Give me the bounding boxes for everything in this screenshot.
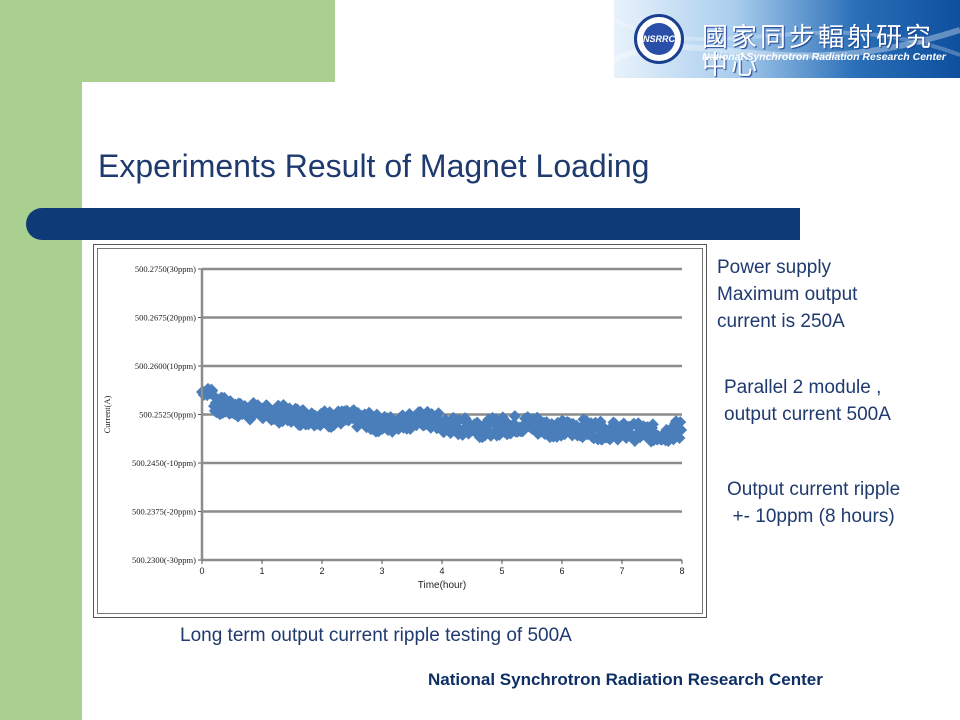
logo-english-name: National Synchrotron Radiation Research … <box>702 51 946 63</box>
data-point <box>247 397 260 410</box>
data-point <box>207 389 220 402</box>
data-point <box>675 424 688 437</box>
data-point <box>508 410 521 423</box>
data-point <box>328 419 340 432</box>
data-point <box>283 402 296 415</box>
note-line-current-250a: current is 250A <box>717 311 845 332</box>
nsrrc-seal-icon: NSRRC <box>634 14 684 64</box>
note-line-parallel: Parallel 2 module , <box>724 377 882 398</box>
x-axis-title: Time(hour) <box>418 580 467 591</box>
ripple-note: Output current ripple +- 10ppm (8 hours) <box>727 476 900 530</box>
data-point <box>674 416 687 429</box>
y-tick-label: 500.2525(0ppm) <box>139 410 196 420</box>
nsrrc-seal-text: NSRRC <box>643 23 675 55</box>
y-tick-label: 500.2675(20ppm) <box>135 313 196 323</box>
chart-axes: 500.2300(-30ppm) 500.2375(-20ppm) 500.2450… <box>102 264 685 591</box>
note-line-ripple: Output current ripple <box>727 479 901 500</box>
x-tick-label: 6 <box>559 566 564 576</box>
y-tick-label: 500.2450(-10ppm) <box>132 458 196 468</box>
chart-caption: Long term output current ripple testing … <box>180 625 572 646</box>
title-underline-bar <box>26 208 800 240</box>
data-point <box>493 428 506 441</box>
data-point <box>484 429 497 442</box>
y-axis-title: Current(A) <box>102 395 112 433</box>
data-point <box>323 406 336 419</box>
logo-chinese-name: 國家同步輻射研究中心 <box>702 23 935 78</box>
x-tick-label: 0 <box>199 566 204 576</box>
data-point <box>251 399 264 412</box>
power-supply-note: Power supply Maximum output current is 2… <box>717 254 857 335</box>
y-tick-label: 500.2750(30ppm) <box>135 264 196 274</box>
x-tick-label: 4 <box>439 566 444 576</box>
chart-frame-inner-border <box>97 248 703 614</box>
slide-title: Experiments Result of Magnet Loading <box>98 148 650 184</box>
data-point <box>305 407 318 420</box>
top-green-band <box>0 0 335 82</box>
x-tick-label: 8 <box>679 566 684 576</box>
note-line-output-500a: output current 500A <box>724 404 891 425</box>
footer-organization: National Synchrotron Radiation Research … <box>428 670 823 689</box>
note-line-power-supply: Power supply <box>717 257 832 278</box>
data-point <box>297 404 310 417</box>
chart-marks <box>196 382 688 448</box>
note-line-max-output: Maximum output <box>717 284 858 305</box>
data-point <box>618 418 631 431</box>
x-tick-label: 1 <box>259 566 264 576</box>
y-tick-label: 500.2375(-20ppm) <box>132 507 196 517</box>
data-point <box>352 406 364 419</box>
y-tick-label: 500.2300(-30ppm) <box>132 555 196 565</box>
nsrrc-logo-banner: NSRRC 國家同步輻射研究中心 National Synchrotron Ra… <box>614 0 960 78</box>
data-point <box>257 410 270 423</box>
x-tick-label: 5 <box>499 566 504 576</box>
left-green-band <box>0 0 82 720</box>
x-tick-label: 7 <box>619 566 624 576</box>
chart-frame: 500.2300(-30ppm) 500.2375(-20ppm) 500.2450… <box>93 244 707 618</box>
note-line-ppm: +- 10ppm (8 hours) <box>732 506 895 527</box>
y-tick-label: 500.2600(10ppm) <box>135 361 196 371</box>
x-tick-label: 3 <box>379 566 384 576</box>
white-rounded-corner <box>82 82 192 192</box>
data-point <box>673 431 686 444</box>
data-point <box>646 418 659 431</box>
ripple-chart: 500.2300(-30ppm) 500.2375(-20ppm) 500.2450… <box>102 264 688 591</box>
x-tick-label: 2 <box>319 566 324 576</box>
parallel-module-note: Parallel 2 module , output current 500A <box>724 374 891 428</box>
